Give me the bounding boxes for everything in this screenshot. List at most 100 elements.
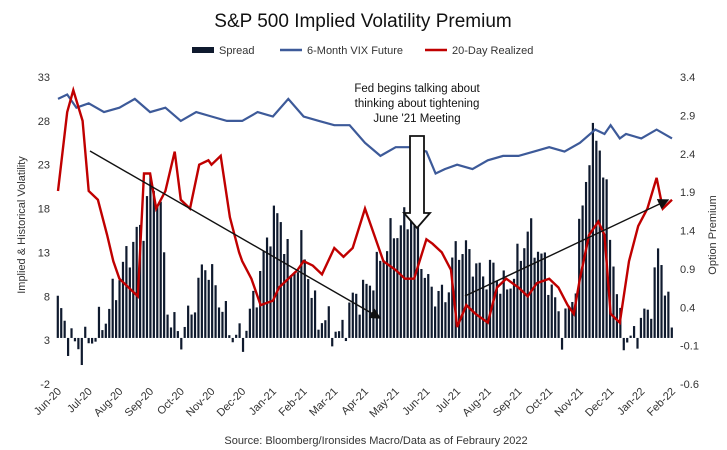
- spread-bar: [543, 252, 546, 338]
- spread-bar: [173, 312, 176, 338]
- x-tick-label: Nov-21: [552, 386, 586, 420]
- spread-bar: [60, 308, 63, 338]
- spread-bar: [427, 274, 430, 338]
- spread-bar: [101, 330, 104, 338]
- spread-bar: [193, 312, 197, 338]
- spread-bar: [485, 289, 488, 338]
- spread-bar: [252, 290, 255, 338]
- spread-bar: [636, 337, 639, 349]
- spread-bar: [458, 259, 461, 338]
- spread-bar: [663, 295, 667, 338]
- spread-bar: [125, 246, 128, 338]
- spread-bar: [279, 222, 282, 338]
- spread-bar: [269, 246, 272, 338]
- spread-bar: [502, 270, 505, 338]
- spread-bar: [118, 280, 121, 338]
- legend-label-realized: 20-Day Realized: [452, 45, 533, 57]
- y-left-tick-label: 33: [38, 72, 50, 84]
- spread-bar: [289, 275, 293, 338]
- spread-bar: [183, 326, 186, 338]
- spread-bar: [132, 241, 135, 338]
- spread-bar: [56, 295, 59, 338]
- downtrend-arrow: [89, 150, 382, 319]
- x-tick-label: Aug-21: [460, 386, 494, 420]
- spread-bar: [286, 239, 289, 338]
- x-tick-label: Mar-21: [307, 386, 340, 419]
- spread-bar: [80, 337, 83, 366]
- y-left-tick-label: 3: [44, 335, 50, 347]
- spread-bar: [228, 335, 231, 338]
- legend: Spread 6-Month VIX Future 20-Day Realize…: [192, 45, 533, 57]
- spread-bar: [337, 331, 341, 338]
- spread-bar: [526, 231, 529, 338]
- spread-bar: [313, 290, 317, 338]
- spread-bar: [156, 204, 159, 338]
- spread-bar: [554, 297, 557, 338]
- spread-bar: [447, 292, 450, 338]
- x-tick-label: Oct-21: [523, 386, 555, 418]
- x-tick-label: Apr-21: [339, 386, 371, 418]
- spread-bar: [152, 191, 155, 338]
- spread-bar: [471, 276, 474, 338]
- spread-bar: [241, 337, 245, 352]
- x-tick-label: Sep-20: [123, 386, 157, 420]
- y-axis-left-label: Implied & Historical Volatility: [16, 156, 28, 294]
- spread-bar: [643, 308, 646, 338]
- spread-bar: [584, 181, 588, 338]
- fed-annotation-line3: June '21 Meeting: [373, 113, 460, 125]
- spread-bar: [382, 260, 385, 338]
- source-note: Source: Bloomberg/Ironsides Macro/Data a…: [224, 435, 527, 447]
- spread-bar: [265, 237, 269, 338]
- spread-bar: [622, 337, 625, 351]
- spread-bar: [293, 272, 296, 338]
- spread-bar: [63, 320, 66, 338]
- spread-bar: [111, 278, 114, 338]
- spread-bar: [499, 293, 502, 338]
- spread-bar: [540, 253, 543, 338]
- spread-bar: [197, 277, 200, 338]
- y-right-tick-label: 3.4: [680, 72, 695, 84]
- spread-bar: [248, 308, 251, 338]
- x-tick-label: Jul-21: [434, 386, 464, 416]
- spread-bar: [519, 260, 522, 338]
- spread-bar: [667, 291, 670, 338]
- spread-bar: [200, 264, 203, 338]
- spread-bar: [379, 260, 382, 338]
- spread-bar: [629, 335, 632, 338]
- spread-bar: [650, 318, 653, 338]
- spread-bar: [653, 267, 656, 338]
- x-tick-label: Oct-20: [155, 386, 187, 418]
- y-right-tick-label: 2.4: [680, 149, 695, 161]
- spread-bar: [70, 328, 73, 338]
- spread-bar: [224, 301, 227, 338]
- spread-bar: [238, 323, 241, 338]
- legend-label-spread: Spread: [219, 45, 254, 57]
- spread-bar: [406, 229, 409, 338]
- spread-bar: [245, 330, 248, 338]
- spread-bar: [231, 337, 234, 343]
- spread-bar: [204, 270, 207, 338]
- spread-bar: [300, 230, 303, 338]
- spread-bar: [420, 268, 423, 338]
- spread-bar: [169, 327, 173, 338]
- spread-bar: [516, 243, 519, 338]
- spread-bar: [159, 201, 162, 338]
- x-tick-label: Sep-21: [491, 386, 525, 420]
- spread-bar: [670, 327, 673, 338]
- spread-bar: [94, 337, 97, 342]
- spread-bar: [660, 265, 663, 338]
- spread-bar: [567, 306, 570, 338]
- x-tick-label: Jan-22: [615, 386, 647, 418]
- spread-bar: [482, 276, 485, 338]
- y-right-tick-label: 1.4: [680, 226, 695, 238]
- fed-annotation-line2: thinking about tightening: [355, 98, 480, 110]
- spread-bar: [461, 254, 464, 338]
- chart-title: S&P 500 Implied Volatility Premium: [214, 11, 511, 32]
- spread-bar: [602, 177, 605, 338]
- y-right-tick-label: 2.9: [680, 110, 695, 122]
- spread-bar: [97, 306, 101, 338]
- spread-bar: [581, 205, 584, 338]
- spread-bar: [135, 226, 138, 338]
- y-left-tick-label: -2: [40, 379, 50, 391]
